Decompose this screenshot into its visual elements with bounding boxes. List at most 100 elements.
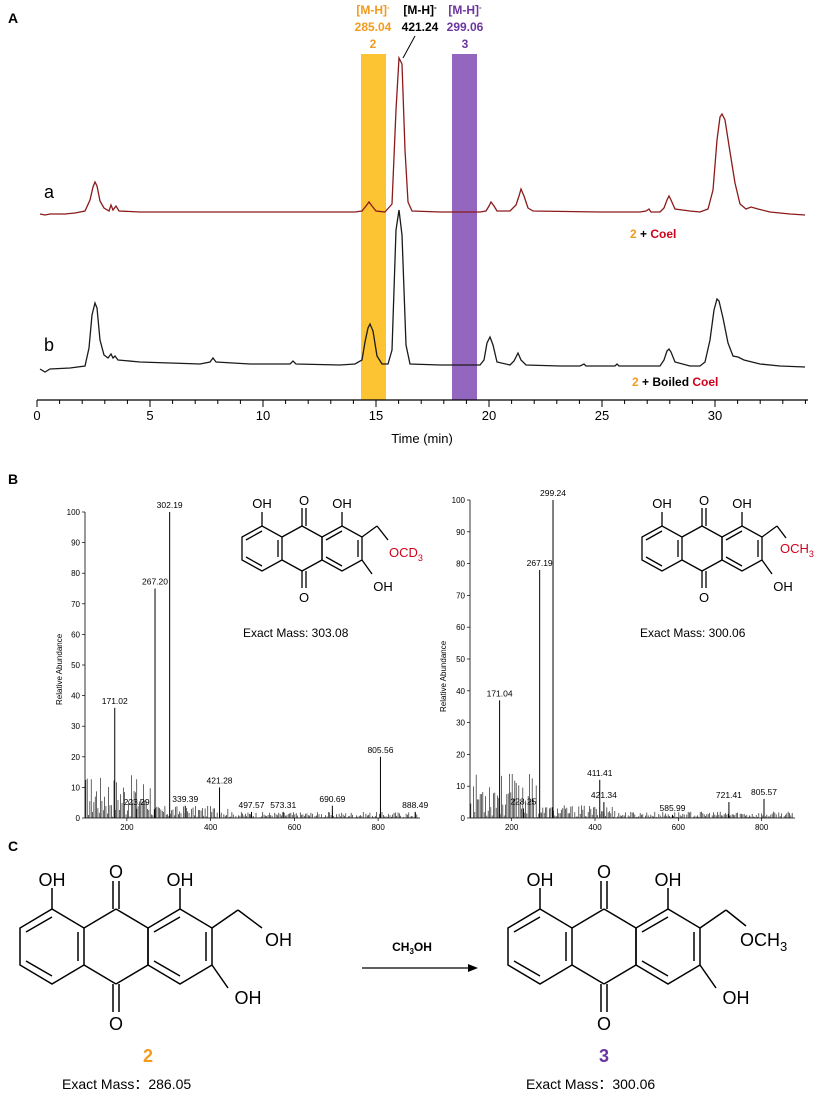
structure-compound-2-labels: OH O OH OH O OH 2 Exact Mass：286.05 <box>39 862 293 1092</box>
svg-text:[M-H]-: [M-H]- <box>448 3 482 17</box>
svg-text:OH: OH <box>655 870 682 890</box>
svg-text:OH: OH <box>252 496 272 511</box>
svg-text:CH3OH: CH3OH <box>392 940 432 956</box>
svg-text:O: O <box>597 862 611 882</box>
tick-label: 5 <box>146 408 153 423</box>
compound-3-number: 3 <box>599 1046 609 1066</box>
tick-label: 10 <box>256 408 270 423</box>
svg-text:[M-H]-: [M-H]- <box>403 3 437 17</box>
svg-text:OH: OH <box>265 930 292 950</box>
trace-b-label: b <box>44 335 54 355</box>
y-tick-label: 60 <box>71 630 80 639</box>
y-tick-label: 100 <box>452 496 466 505</box>
y-tick-label: 70 <box>456 591 465 600</box>
trace-a-label: a <box>44 182 55 202</box>
peak-label: 585.99 <box>659 803 685 813</box>
chromatogram-tick-labels: 0 5 10 15 20 25 30 <box>33 408 722 423</box>
x-tick-label: 600 <box>672 823 686 832</box>
exact-mass-left: Exact Mass: 303.08 <box>243 626 349 640</box>
y-tick-label: 20 <box>71 753 80 762</box>
svg-text:OH: OH <box>723 988 750 1008</box>
svg-text:299.06: 299.06 <box>447 20 484 34</box>
y-tick-label: 20 <box>456 750 465 759</box>
peak-label: 339.39 <box>172 794 198 804</box>
svg-text:421.24: 421.24 <box>402 20 439 34</box>
structure-ocd3-labels: OH O OH O OH OCD3 Exact Mass: 303.08 <box>243 493 423 640</box>
svg-text:O: O <box>299 590 309 605</box>
svg-text:OCH3: OCH3 <box>780 541 814 559</box>
ion-label-285: [M-H]- 285.04 2 <box>355 3 392 51</box>
y-tick-label: 90 <box>456 528 465 537</box>
svg-text:OH: OH <box>235 988 262 1008</box>
trace-a-line <box>39 55 806 216</box>
peak-label: 171.04 <box>487 688 513 698</box>
svg-text:OH: OH <box>332 496 352 511</box>
svg-text:OH: OH <box>527 870 554 890</box>
svg-text:3: 3 <box>462 37 469 51</box>
svg-text:[M-H]-: [M-H]- <box>356 3 390 17</box>
chromatogram-x-label: Time (min) <box>391 431 453 446</box>
y-tick-label: 30 <box>456 719 465 728</box>
ms2-y-label: Relative Abundance <box>439 640 448 712</box>
x-tick-label: 600 <box>288 823 302 832</box>
reaction-arrow: CH3OH <box>362 940 478 972</box>
svg-text:285.04: 285.04 <box>355 20 392 34</box>
chromatogram-ticks <box>36 400 806 407</box>
svg-text:OCH3: OCH3 <box>740 930 787 954</box>
peak-label: 223.29 <box>124 797 150 807</box>
panel-label-b: B <box>8 471 18 487</box>
x-tick-label: 400 <box>204 823 218 832</box>
trace-b-annotation: 2 + Boiled Coel <box>632 375 718 389</box>
ion-label-299: [M-H]- 299.06 3 <box>447 3 484 51</box>
y-tick-label: 10 <box>71 783 80 792</box>
x-tick-label: 200 <box>505 823 519 832</box>
svg-text:O: O <box>699 493 709 508</box>
peak-label: 805.56 <box>367 745 393 755</box>
structure-ocd3 <box>241 508 389 588</box>
highlight-band-compound-2 <box>361 54 386 400</box>
svg-text:OH: OH <box>773 579 793 594</box>
structure-och3-labels: OH O OH O OH OCH3 Exact Mass: 300.06 <box>640 493 814 640</box>
peak-label: 888.49 <box>402 800 428 810</box>
y-tick-label: 10 <box>456 782 465 791</box>
y-tick-label: 0 <box>76 814 81 823</box>
peak-label: 497.57 <box>238 800 264 810</box>
y-tick-label: 0 <box>461 814 466 823</box>
trace-a-annotation: 2 + Coel <box>630 227 676 241</box>
peak-label: 573.31 <box>270 800 296 810</box>
svg-text:OCD3: OCD3 <box>389 545 423 563</box>
peak-label: 690.69 <box>319 794 345 804</box>
svg-text:O: O <box>299 493 309 508</box>
tick-label: 25 <box>595 408 609 423</box>
svg-text:OH: OH <box>732 496 752 511</box>
y-tick-label: 90 <box>71 539 80 548</box>
svg-text:O: O <box>597 1014 611 1034</box>
structure-och3 <box>641 508 787 588</box>
y-tick-label: 80 <box>71 569 80 578</box>
peak-label: 421.34 <box>591 790 617 800</box>
y-tick-label: 60 <box>456 623 465 632</box>
peak-label: 721.41 <box>716 790 742 800</box>
y-tick-label: 70 <box>71 600 80 609</box>
peak-label: 299.24 <box>540 488 566 498</box>
ion-421-pointer <box>402 35 416 59</box>
x-tick-label: 800 <box>755 823 769 832</box>
peak-label: 805.57 <box>751 787 777 797</box>
svg-text:O: O <box>699 590 709 605</box>
exact-mass-2: Exact Mass：286.05 <box>62 1076 191 1092</box>
y-tick-label: 30 <box>71 722 80 731</box>
x-tick-label: 800 <box>371 823 385 832</box>
svg-text:OH: OH <box>39 870 66 890</box>
compound-2-number: 2 <box>143 1046 153 1066</box>
ring-left <box>241 525 283 572</box>
ion-label-421: [M-H]- 421.24 <box>402 3 439 34</box>
tick-label: 15 <box>369 408 383 423</box>
peak-label: 267.20 <box>142 577 168 587</box>
tick-label: 0 <box>33 408 40 423</box>
tick-label: 20 <box>482 408 496 423</box>
trace-b-line <box>39 209 806 373</box>
mass-spectrum-right: Relative Abundance 0 10 20 30 40 50 60 70 80 90 10… <box>439 488 795 832</box>
exact-mass-3: Exact Mass：300.06 <box>526 1076 655 1092</box>
y-tick-label: 40 <box>71 692 80 701</box>
svg-text:O: O <box>109 862 123 882</box>
